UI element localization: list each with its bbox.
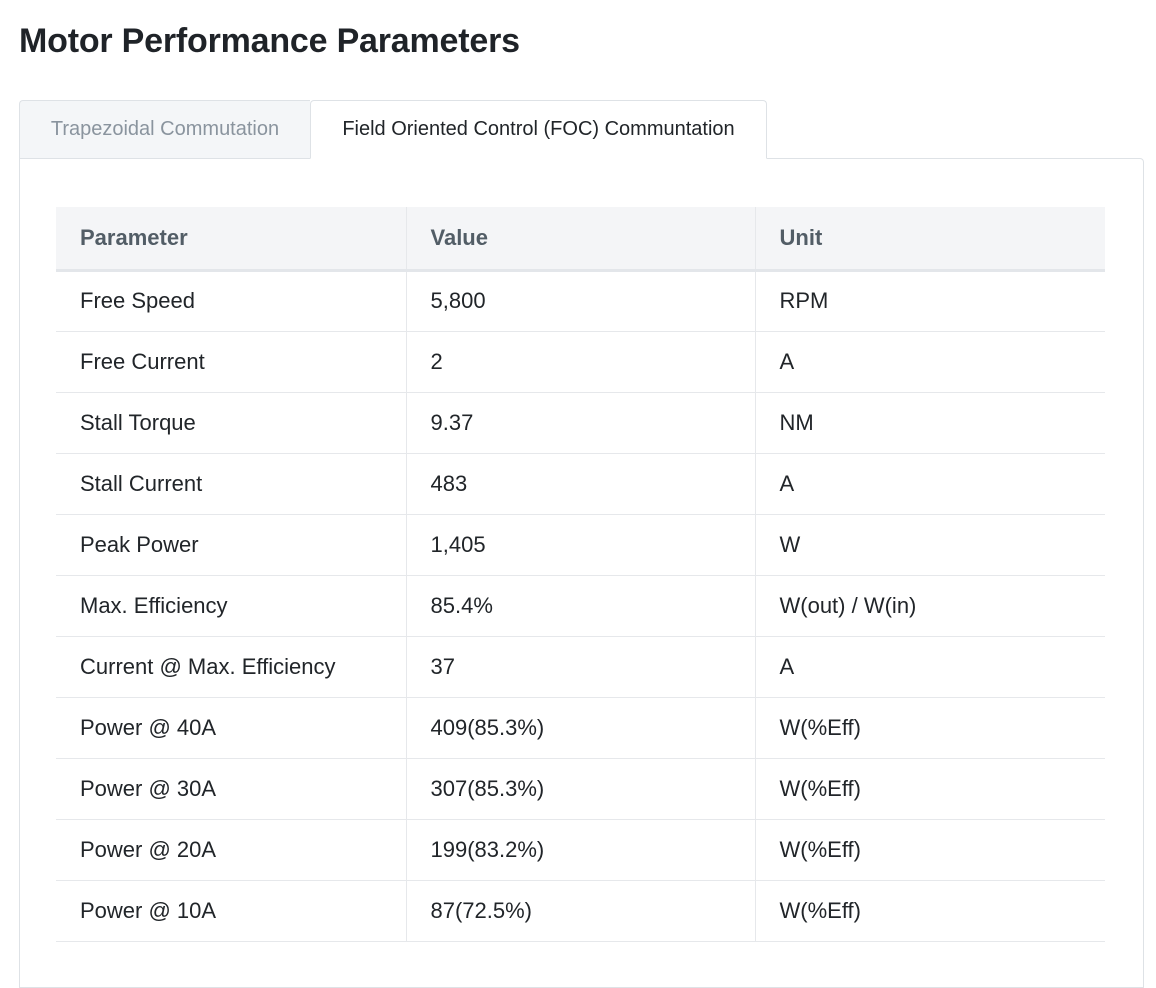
tab-foc-commutation[interactable]: Field Oriented Control (FOC) Communtatio… (310, 100, 767, 159)
unit-cell: W (755, 514, 1105, 576)
table-row: Free Speed 5,800 RPM (56, 270, 1105, 332)
value-cell: 2 (406, 331, 756, 393)
commutation-tabs: Trapezoidal Commutation Field Oriented C… (19, 100, 767, 159)
column-header-parameter: Parameter (56, 207, 407, 272)
table-row: Power @ 30A 307(85.3%) W(%Eff) (56, 758, 1105, 820)
value-cell: 37 (406, 636, 756, 698)
table-row: Stall Torque 9.37 NM (56, 392, 1105, 454)
unit-cell: W(out) / W(in) (755, 575, 1105, 637)
table-row: Power @ 10A 87(72.5%) W(%Eff) (56, 880, 1105, 942)
table-row: Power @ 20A 199(83.2%) W(%Eff) (56, 819, 1105, 881)
column-header-unit: Unit (755, 207, 1105, 272)
unit-cell: A (755, 331, 1105, 393)
unit-cell: A (755, 636, 1105, 698)
table-row: Current @ Max. Efficiency 37 A (56, 636, 1105, 698)
parameter-cell: Free Speed (56, 270, 407, 332)
parameter-cell: Stall Current (56, 453, 407, 515)
unit-cell: W(%Eff) (755, 880, 1105, 942)
page-title: Motor Performance Parameters (19, 22, 520, 60)
parameter-cell: Max. Efficiency (56, 575, 407, 637)
value-cell: 9.37 (406, 392, 756, 454)
parameter-cell: Peak Power (56, 514, 407, 576)
unit-cell: W(%Eff) (755, 758, 1105, 820)
unit-cell: NM (755, 392, 1105, 454)
value-cell: 87(72.5%) (406, 880, 756, 942)
parameter-cell: Power @ 40A (56, 697, 407, 759)
value-cell: 5,800 (406, 270, 756, 332)
value-cell: 483 (406, 453, 756, 515)
parameter-cell: Power @ 30A (56, 758, 407, 820)
unit-cell: W(%Eff) (755, 819, 1105, 881)
table-row: Free Current 2 A (56, 331, 1105, 393)
parameter-cell: Current @ Max. Efficiency (56, 636, 407, 698)
value-cell: 307(85.3%) (406, 758, 756, 820)
parameter-cell: Free Current (56, 331, 407, 393)
parameters-table: Parameter Value Unit Free Speed 5,800 RP… (56, 207, 1105, 942)
table-header-row: Parameter Value Unit (56, 207, 1105, 272)
column-header-value: Value (406, 207, 756, 272)
parameter-cell: Stall Torque (56, 392, 407, 454)
value-cell: 85.4% (406, 575, 756, 637)
tab-trapezoidal-commutation[interactable]: Trapezoidal Commutation (19, 100, 310, 159)
unit-cell: RPM (755, 270, 1105, 332)
value-cell: 409(85.3%) (406, 697, 756, 759)
value-cell: 1,405 (406, 514, 756, 576)
parameter-cell: Power @ 10A (56, 880, 407, 942)
parameter-cell: Power @ 20A (56, 819, 407, 881)
table-row: Power @ 40A 409(85.3%) W(%Eff) (56, 697, 1105, 759)
table-row: Stall Current 483 A (56, 453, 1105, 515)
table-row: Peak Power 1,405 W (56, 514, 1105, 576)
table-row: Max. Efficiency 85.4% W(out) / W(in) (56, 575, 1105, 637)
unit-cell: W(%Eff) (755, 697, 1105, 759)
tab-panel: Parameter Value Unit Free Speed 5,800 RP… (19, 158, 1144, 988)
value-cell: 199(83.2%) (406, 819, 756, 881)
unit-cell: A (755, 453, 1105, 515)
